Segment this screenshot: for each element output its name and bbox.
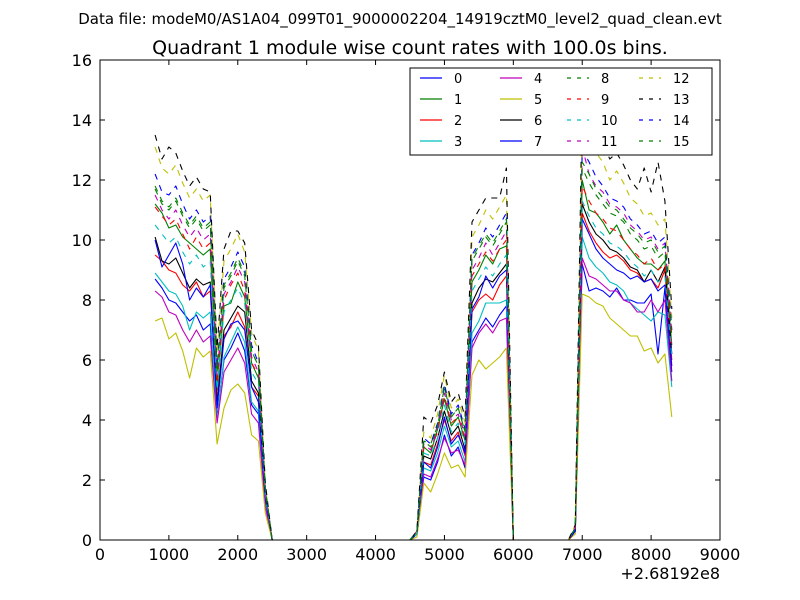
legend-label-14: 14 [673, 114, 690, 129]
legend-label-9: 9 [601, 93, 609, 108]
legend-label-13: 13 [673, 93, 690, 108]
x-tick-label: 5000 [424, 545, 465, 564]
y-tick-label: 14 [72, 111, 92, 130]
x-tick-label: 0 [95, 545, 105, 564]
x-axis-tick-labels: 0 1000 2000 3000 4000 5000 6000 7000 8000 9000 [95, 545, 740, 564]
series-line-5 [154, 293, 673, 541]
x-tick-label: 1000 [149, 545, 190, 564]
axis-ticks [99, 59, 721, 541]
series-line-14 [154, 149, 673, 541]
y-tick-label: 2 [82, 471, 92, 490]
chart-suptitle: Data file: modeM0/AS1A04_099T01_90000022… [78, 10, 722, 29]
legend-label-4: 4 [534, 72, 542, 87]
y-tick-label: 4 [82, 411, 92, 430]
series-line-7 [154, 218, 673, 541]
x-tick-label: 9000 [700, 545, 741, 564]
legend-label-1: 1 [454, 93, 462, 108]
legend-label-15: 15 [673, 135, 690, 150]
legend-label-0: 0 [454, 72, 462, 87]
x-tick-label: 2000 [217, 545, 258, 564]
y-tick-label: 16 [72, 51, 92, 70]
legend-label-6: 6 [534, 114, 542, 129]
legend-label-12: 12 [673, 72, 690, 87]
y-tick-label: 0 [82, 531, 92, 550]
x-tick-label: 6000 [493, 545, 534, 564]
legend-label-2: 2 [454, 114, 462, 129]
legend-box [409, 67, 713, 156]
series-line-9 [154, 185, 673, 541]
x-tick-label: 8000 [631, 545, 672, 564]
legend-label-10: 10 [601, 114, 618, 129]
chart-title: Quadrant 1 module wise count rates with … [152, 37, 668, 59]
y-tick-label: 6 [82, 351, 92, 370]
x-tick-label: 7000 [562, 545, 603, 564]
legend-label-3: 3 [454, 135, 462, 150]
legend-label-7: 7 [534, 135, 542, 150]
series-line-11 [154, 146, 673, 541]
legend-label-5: 5 [534, 93, 542, 108]
legend-label-8: 8 [601, 72, 609, 87]
y-tick-label: 12 [72, 171, 92, 190]
x-tick-label: 4000 [355, 545, 396, 564]
y-tick-label: 10 [72, 231, 92, 250]
x-axis-offset-label: +2.68192e8 [620, 564, 720, 583]
x-tick-label: 3000 [286, 545, 327, 564]
series-line-10 [154, 200, 673, 541]
y-axis-tick-labels: 0 2 4 6 8 10 12 14 16 [72, 51, 92, 550]
series-line-15 [154, 161, 673, 541]
y-tick-label: 8 [82, 291, 92, 310]
legend-label-11: 11 [601, 135, 618, 150]
